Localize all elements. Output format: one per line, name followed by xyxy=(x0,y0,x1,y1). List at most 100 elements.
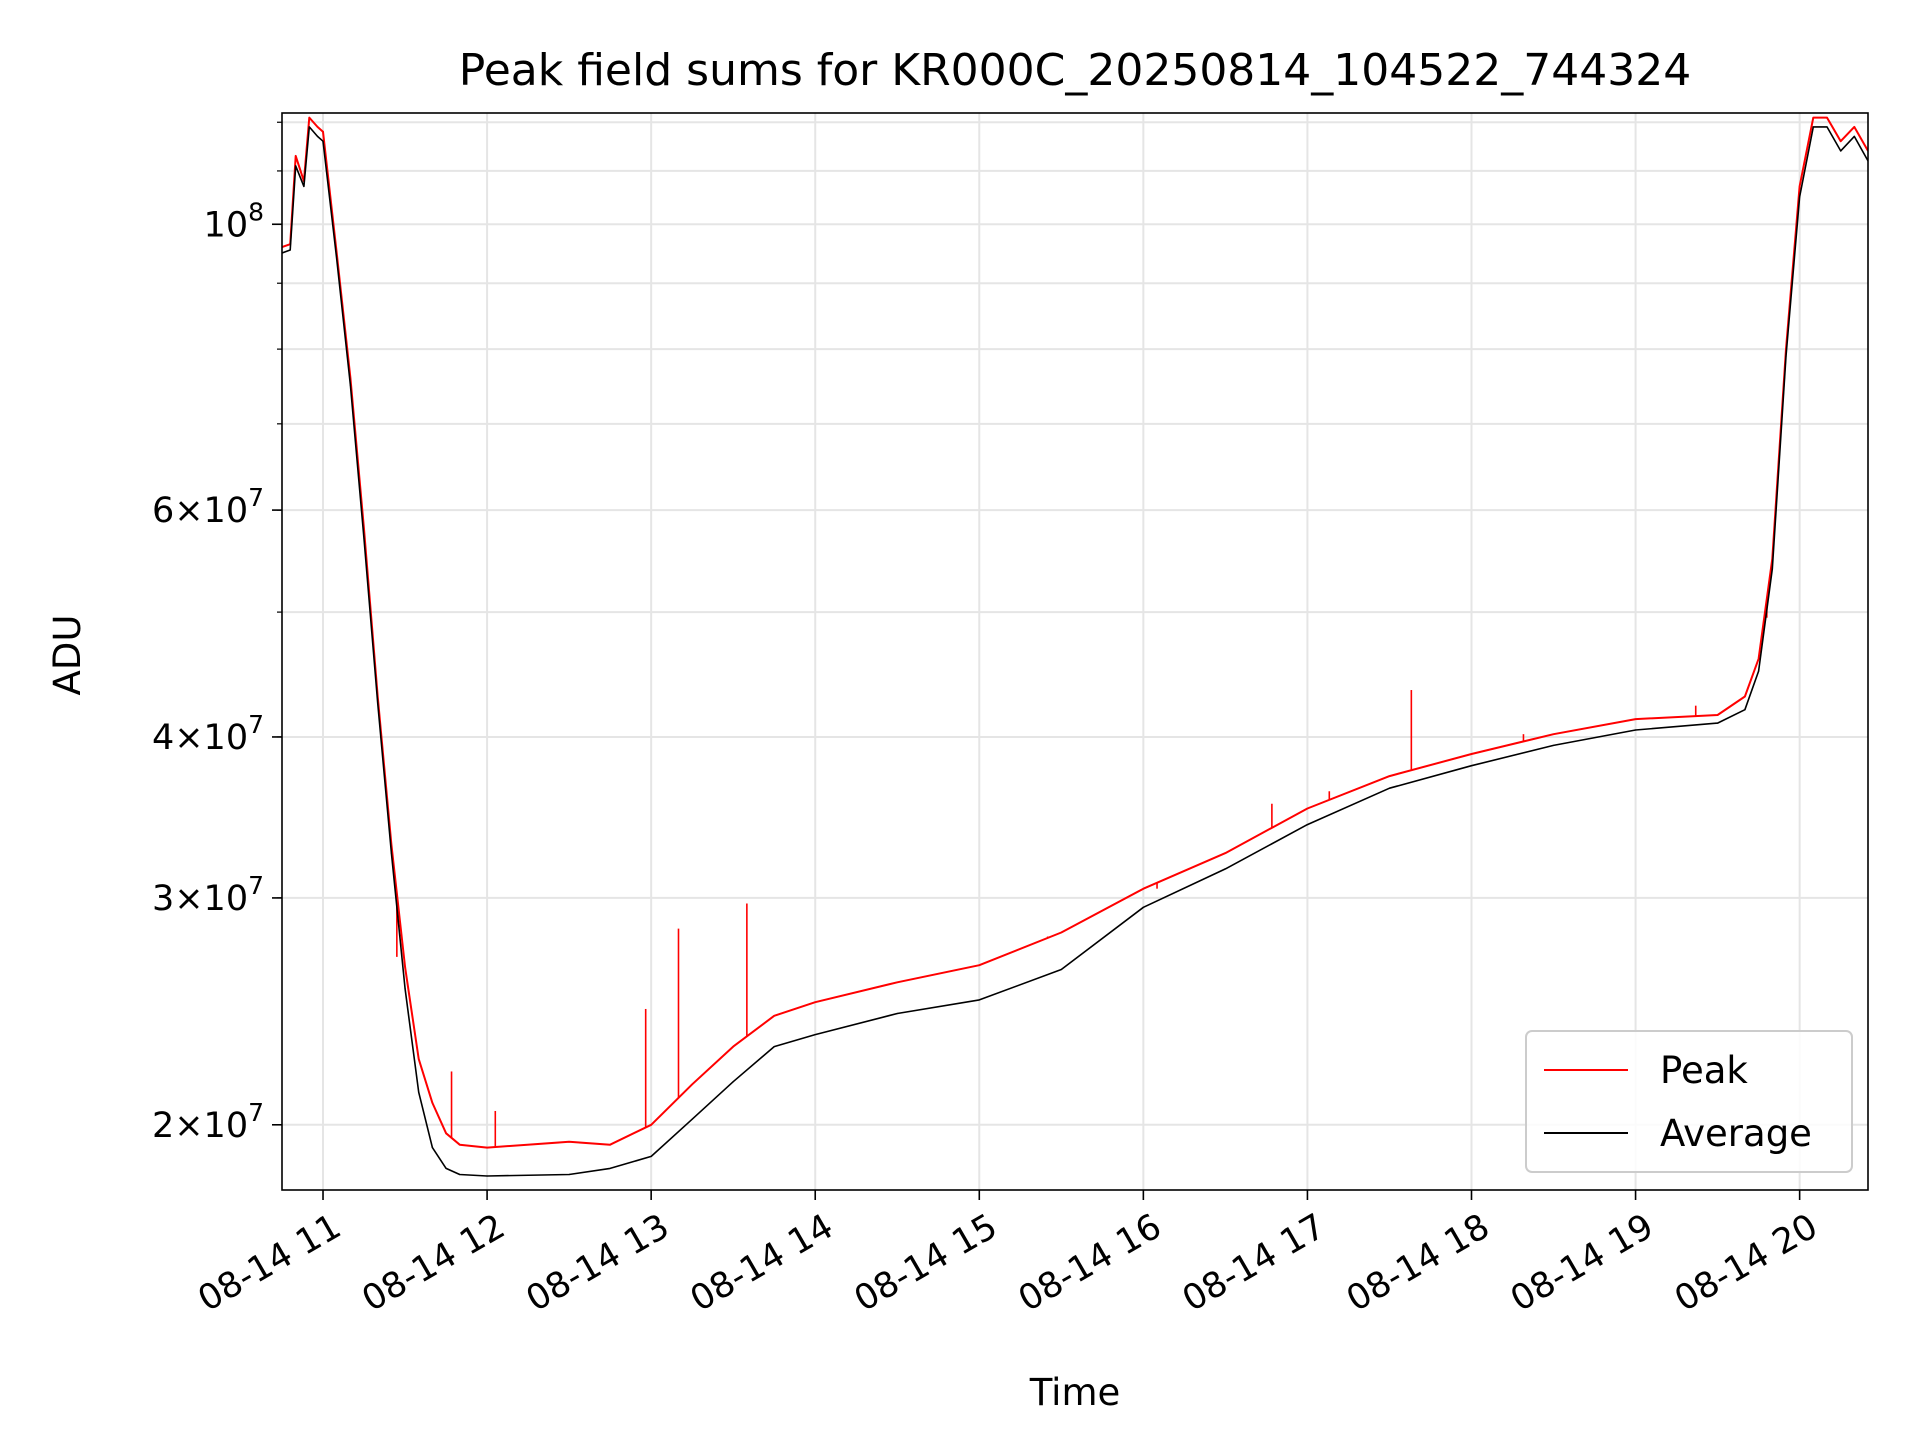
data-point-average xyxy=(349,384,351,386)
data-point-peak xyxy=(1388,775,1391,777)
plot-frame xyxy=(281,112,1869,1191)
data-point-peak xyxy=(1744,695,1746,698)
data-point-average xyxy=(1717,722,1719,724)
data-point-average xyxy=(431,1147,433,1149)
data-point-average xyxy=(404,988,406,990)
y-tick-times: × xyxy=(174,1106,203,1146)
data-point-average xyxy=(390,852,392,854)
series-average xyxy=(282,126,1868,1177)
data-point-average xyxy=(1758,670,1760,672)
data-point-average xyxy=(732,1081,734,1083)
y-tick-label: 2×107 xyxy=(152,1098,264,1146)
series-peak xyxy=(282,116,1868,1149)
y-tick-times: × xyxy=(174,879,203,919)
data-point-average xyxy=(1826,126,1828,128)
data-point-average xyxy=(1840,150,1842,152)
data-point-average xyxy=(418,1091,420,1093)
series-layer xyxy=(282,116,1868,1177)
data-point-peak xyxy=(1470,753,1473,755)
legend: Peak Average xyxy=(1525,1030,1853,1173)
data-point-peak xyxy=(1758,658,1760,660)
data-point-peak xyxy=(1634,718,1637,720)
y-tick-exponent: 7 xyxy=(248,871,264,900)
x-tick-label: 08-14 20 xyxy=(1668,1207,1824,1320)
data-point-average xyxy=(1142,906,1144,908)
x-tick-label: 08-14 18 xyxy=(1340,1207,1496,1320)
data-point-peak xyxy=(732,1045,734,1048)
y-tick-base: 10 xyxy=(204,1106,249,1146)
data-point-average xyxy=(1224,868,1226,870)
y-tick-base: 10 xyxy=(204,879,249,919)
data-point-peak xyxy=(1812,117,1814,119)
y-tick-times: × xyxy=(174,491,203,531)
data-point-peak xyxy=(773,1015,775,1017)
x-axis-label: Time xyxy=(1029,1371,1121,1414)
y-tick-base: 10 xyxy=(204,205,249,245)
y-tick-label: 4×107 xyxy=(152,710,264,758)
data-point-peak xyxy=(896,981,898,983)
data-point-average xyxy=(1853,135,1855,138)
data-point-peak xyxy=(1060,931,1062,934)
legend-label-average: Average xyxy=(1660,1112,1812,1155)
x-tick-label: 08-14 12 xyxy=(356,1207,512,1320)
data-point-average xyxy=(303,185,305,188)
data-point-peak xyxy=(1717,714,1719,716)
x-tick-label: 08-14 19 xyxy=(1504,1207,1660,1320)
data-point-average xyxy=(691,1118,693,1120)
data-point-peak xyxy=(1306,807,1309,810)
data-point-average xyxy=(295,165,297,167)
data-point-average xyxy=(978,999,980,1001)
data-point-peak xyxy=(322,131,324,133)
x-tick-label: 08-14 17 xyxy=(1176,1207,1332,1320)
data-point-average xyxy=(568,1173,570,1176)
data-point-peak xyxy=(1853,126,1855,128)
data-point-peak xyxy=(459,1144,461,1146)
y-tick-exponent: 7 xyxy=(248,1098,264,1127)
data-point-peak xyxy=(1826,117,1828,119)
data-point-peak xyxy=(308,117,310,119)
data-point-peak xyxy=(691,1083,693,1085)
data-point-average xyxy=(336,258,338,260)
x-tick-label: 08-14 15 xyxy=(848,1207,1004,1320)
data-point-average xyxy=(650,1155,652,1158)
x-tick-label: 08-14 14 xyxy=(684,1207,840,1320)
data-point-peak xyxy=(1552,733,1555,735)
data-point-average xyxy=(773,1045,775,1048)
data-point-average xyxy=(1812,126,1814,128)
y-tick-label: 3×107 xyxy=(152,871,264,919)
data-point-average xyxy=(459,1173,461,1176)
data-point-average xyxy=(308,126,310,128)
data-point-peak xyxy=(568,1141,570,1143)
y-tick-exponent: 7 xyxy=(248,710,264,739)
data-point-peak xyxy=(609,1144,611,1146)
data-point-average xyxy=(1470,765,1473,767)
y-tick-exponent: 7 xyxy=(248,483,264,512)
data-point-peak xyxy=(316,126,319,128)
data-point-average xyxy=(363,538,365,540)
data-point-peak xyxy=(404,966,406,968)
y-tick-exponent: 8 xyxy=(248,197,264,226)
data-point-peak xyxy=(431,1102,433,1104)
y-tick-mantissa: 4 xyxy=(152,718,174,758)
data-point-average xyxy=(1306,824,1309,826)
y-tick-base: 10 xyxy=(204,718,249,758)
series-line-peak xyxy=(282,116,1868,1149)
y-tick-label: 6×107 xyxy=(152,483,264,531)
y-tick-mantissa: 6 xyxy=(152,491,174,531)
x-tick-label: 08-14 13 xyxy=(520,1207,676,1320)
data-point-average xyxy=(609,1167,611,1170)
data-point-average xyxy=(445,1167,447,1170)
data-point-average xyxy=(377,702,379,704)
data-point-peak xyxy=(978,964,980,966)
data-point-average xyxy=(1552,744,1555,747)
x-tick-label: 08-14 16 xyxy=(1012,1207,1168,1320)
data-point-average xyxy=(289,249,291,251)
data-point-average xyxy=(316,135,319,138)
y-tick-mantissa: 2 xyxy=(152,1106,174,1146)
data-point-peak xyxy=(486,1147,488,1149)
data-point-average xyxy=(322,140,324,142)
data-point-average xyxy=(1771,568,1773,570)
data-point-peak xyxy=(295,155,297,157)
chart-title: Peak field sums for KR000C_20250814_1045… xyxy=(459,45,1691,96)
